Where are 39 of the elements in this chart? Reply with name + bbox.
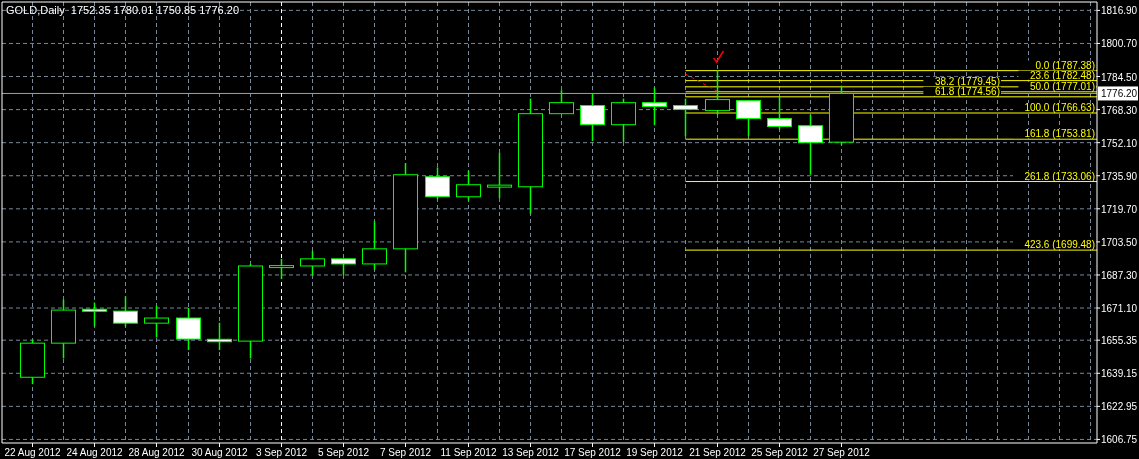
y-tick-label: 1671.10 — [1101, 303, 1138, 315]
ref-line-label: 61.8 (1774.56) — [934, 85, 1000, 97]
y-tick-label: 1639.15 — [1101, 368, 1138, 380]
y-tick-label: 1784.50 — [1101, 71, 1138, 83]
ref-line-label: 423.6 (1699.48) — [1024, 239, 1095, 251]
y-tick-label: 1752.10 — [1101, 137, 1138, 149]
ref-line-label: 38.2 (1779.45) — [934, 75, 1000, 87]
x-tick-label: 17 Sep 2012 — [564, 447, 622, 458]
x-tick-label: 25 Sep 2012 — [751, 447, 809, 458]
x-tick-label: 13 Sep 2012 — [502, 447, 560, 458]
x-tick-label: 28 Aug 2012 — [128, 447, 186, 458]
y-tick-label: 1816.90 — [1101, 5, 1138, 17]
x-tick-label: 24 Aug 2012 — [66, 447, 124, 458]
x-tick-label: 5 Sep 2012 — [317, 447, 370, 458]
ref-line-label: 261.8 (1733.06) — [1024, 170, 1095, 182]
x-tick-label: 3 Sep 2012 — [255, 447, 308, 458]
y-tick-label: 1622.95 — [1101, 401, 1138, 413]
ref-line-label: 50.0 (1777.01) — [1029, 80, 1095, 92]
ref-line-label: 161.8 (1753.81) — [1024, 128, 1095, 140]
chart-title: GOLD,Daily 1752.35 1780.01 1750.85 1776.20 — [6, 4, 240, 16]
y-tick-label: 1703.50 — [1101, 236, 1138, 248]
y-tick-label: 1735.90 — [1101, 170, 1138, 182]
y-tick-label: 1768.30 — [1101, 104, 1138, 116]
y-tick-label: 1800.70 — [1101, 38, 1138, 50]
ref-line-label: 23.6 (1782.48) — [1029, 69, 1095, 81]
x-tick-label: 22 Aug 2012 — [4, 447, 62, 458]
x-tick-label: 21 Sep 2012 — [689, 447, 747, 458]
ref-line-label: 0.0 (1787.38) — [1035, 59, 1095, 71]
y-tick-label: 1719.70 — [1101, 203, 1138, 215]
x-tick-label: 11 Sep 2012 — [440, 447, 497, 458]
x-tick-label: 30 Aug 2012 — [191, 447, 249, 458]
x-tick-label: 27 Sep 2012 — [813, 447, 871, 458]
ref-line-label: 100.0 (1766.63) — [1024, 102, 1095, 114]
y-tick-label: 1655.35 — [1101, 335, 1138, 347]
y-tick-label: 1606.75 — [1101, 434, 1138, 446]
ref-line-label: 1776.20 — [1101, 88, 1138, 100]
x-tick-label: 19 Sep 2012 — [626, 447, 684, 458]
y-tick-label: 1687.30 — [1101, 269, 1138, 281]
x-tick-label: 7 Sep 2012 — [379, 447, 432, 458]
